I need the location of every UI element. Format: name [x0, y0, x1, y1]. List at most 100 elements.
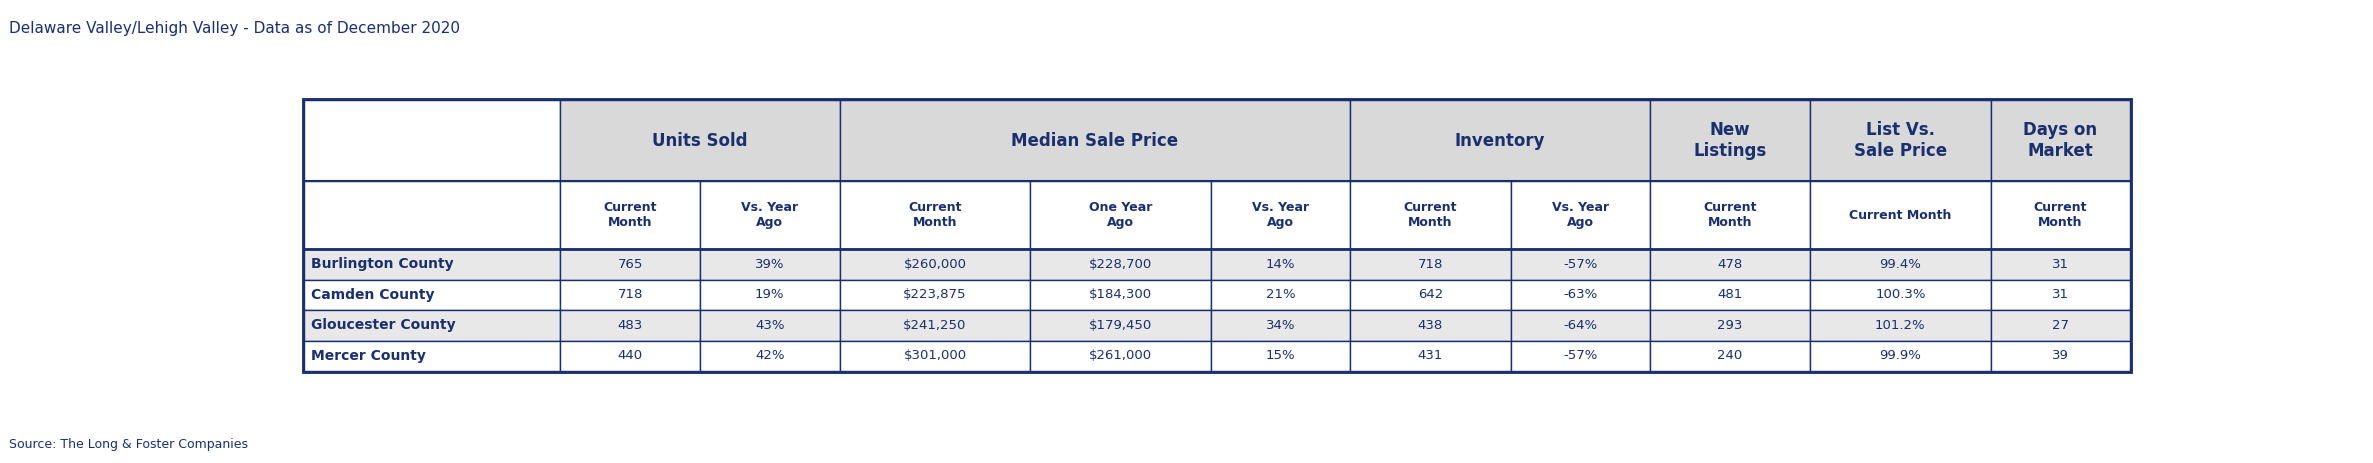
- Text: Current
Month: Current Month: [603, 201, 657, 229]
- Text: $301,000: $301,000: [904, 349, 966, 363]
- Bar: [1811, 100, 1991, 181]
- Text: 431: 431: [1417, 349, 1443, 363]
- Bar: [1991, 100, 2131, 181]
- Bar: [1210, 310, 1350, 341]
- Text: 100.3%: 100.3%: [1875, 288, 1925, 301]
- Text: 483: 483: [617, 319, 643, 332]
- Text: Gloucester County: Gloucester County: [311, 319, 456, 332]
- Text: New
Listings: New Listings: [1694, 121, 1766, 160]
- Bar: [560, 249, 700, 280]
- Bar: [1350, 249, 1512, 280]
- Text: Median Sale Price: Median Sale Price: [1011, 132, 1179, 150]
- Text: 14%: 14%: [1265, 258, 1296, 271]
- Text: 765: 765: [617, 258, 643, 271]
- Text: 15%: 15%: [1265, 349, 1296, 363]
- Text: Units Sold: Units Sold: [653, 132, 747, 150]
- Text: 293: 293: [1718, 319, 1742, 332]
- Text: Mercer County: Mercer County: [311, 349, 427, 363]
- Bar: [1811, 341, 1991, 371]
- Text: Burlington County: Burlington County: [311, 257, 453, 271]
- Text: 19%: 19%: [755, 288, 785, 301]
- Text: $260,000: $260,000: [904, 258, 966, 271]
- Bar: [1991, 280, 2131, 310]
- Bar: [304, 310, 560, 341]
- Text: 642: 642: [1417, 288, 1443, 301]
- Bar: [560, 341, 700, 371]
- Text: $241,250: $241,250: [904, 319, 966, 332]
- Bar: [304, 100, 560, 181]
- Bar: [1512, 310, 1649, 341]
- Bar: [1210, 280, 1350, 310]
- Text: 21%: 21%: [1265, 288, 1296, 301]
- Text: 31: 31: [2053, 258, 2069, 271]
- Bar: [1512, 249, 1649, 280]
- Bar: [1512, 181, 1649, 249]
- Text: -64%: -64%: [1564, 319, 1597, 332]
- Bar: [1350, 181, 1512, 249]
- Bar: [1649, 280, 1811, 310]
- Bar: [1649, 181, 1811, 249]
- Bar: [1210, 341, 1350, 371]
- Bar: [1350, 280, 1512, 310]
- Bar: [840, 100, 1350, 181]
- Bar: [1030, 249, 1210, 280]
- Text: 39%: 39%: [755, 258, 785, 271]
- Bar: [560, 280, 700, 310]
- Text: Camden County: Camden County: [311, 288, 434, 302]
- Bar: [1811, 310, 1991, 341]
- Text: Source: The Long & Foster Companies: Source: The Long & Foster Companies: [9, 438, 249, 450]
- Text: Days on
Market: Days on Market: [2024, 121, 2098, 160]
- Bar: [1811, 181, 1991, 249]
- Bar: [1512, 280, 1649, 310]
- Bar: [1649, 341, 1811, 371]
- Text: -57%: -57%: [1564, 349, 1597, 363]
- Bar: [1811, 280, 1991, 310]
- Text: Vs. Year
Ago: Vs. Year Ago: [1253, 201, 1310, 229]
- Bar: [1350, 100, 1649, 181]
- Text: 31: 31: [2053, 288, 2069, 301]
- Bar: [1030, 341, 1210, 371]
- Bar: [700, 280, 840, 310]
- Text: -63%: -63%: [1564, 288, 1597, 301]
- Text: 34%: 34%: [1265, 319, 1296, 332]
- Bar: [304, 181, 560, 249]
- Bar: [1991, 341, 2131, 371]
- Text: 440: 440: [617, 349, 643, 363]
- Text: 101.2%: 101.2%: [1875, 319, 1925, 332]
- Bar: [1512, 341, 1649, 371]
- Bar: [1350, 341, 1512, 371]
- Bar: [1991, 249, 2131, 280]
- Bar: [1350, 310, 1512, 341]
- Text: $223,875: $223,875: [904, 288, 966, 301]
- Text: One Year
Ago: One Year Ago: [1089, 201, 1153, 229]
- Bar: [840, 310, 1030, 341]
- Text: Current
Month: Current Month: [2034, 201, 2088, 229]
- Text: 481: 481: [1718, 288, 1742, 301]
- Text: Vs. Year
Ago: Vs. Year Ago: [740, 201, 797, 229]
- Bar: [308, 100, 2124, 371]
- Bar: [840, 341, 1030, 371]
- Bar: [1210, 181, 1350, 249]
- Bar: [560, 100, 840, 181]
- Text: Vs. Year
Ago: Vs. Year Ago: [1552, 201, 1609, 229]
- Text: -57%: -57%: [1564, 258, 1597, 271]
- Bar: [1649, 310, 1811, 341]
- Bar: [304, 341, 560, 371]
- Bar: [700, 341, 840, 371]
- Text: 27: 27: [2053, 319, 2069, 332]
- Text: 478: 478: [1718, 258, 1742, 271]
- Bar: [840, 280, 1030, 310]
- Bar: [1991, 310, 2131, 341]
- Text: $261,000: $261,000: [1089, 349, 1153, 363]
- Bar: [304, 280, 560, 310]
- Bar: [560, 310, 700, 341]
- Bar: [700, 249, 840, 280]
- Bar: [1030, 280, 1210, 310]
- Text: Delaware Valley/Lehigh Valley - Data as of December 2020: Delaware Valley/Lehigh Valley - Data as …: [9, 21, 460, 36]
- Bar: [700, 181, 840, 249]
- Text: 99.4%: 99.4%: [1879, 258, 1922, 271]
- Bar: [1030, 181, 1210, 249]
- Bar: [1811, 249, 1991, 280]
- Text: Current Month: Current Month: [1849, 209, 1951, 222]
- Text: 43%: 43%: [755, 319, 785, 332]
